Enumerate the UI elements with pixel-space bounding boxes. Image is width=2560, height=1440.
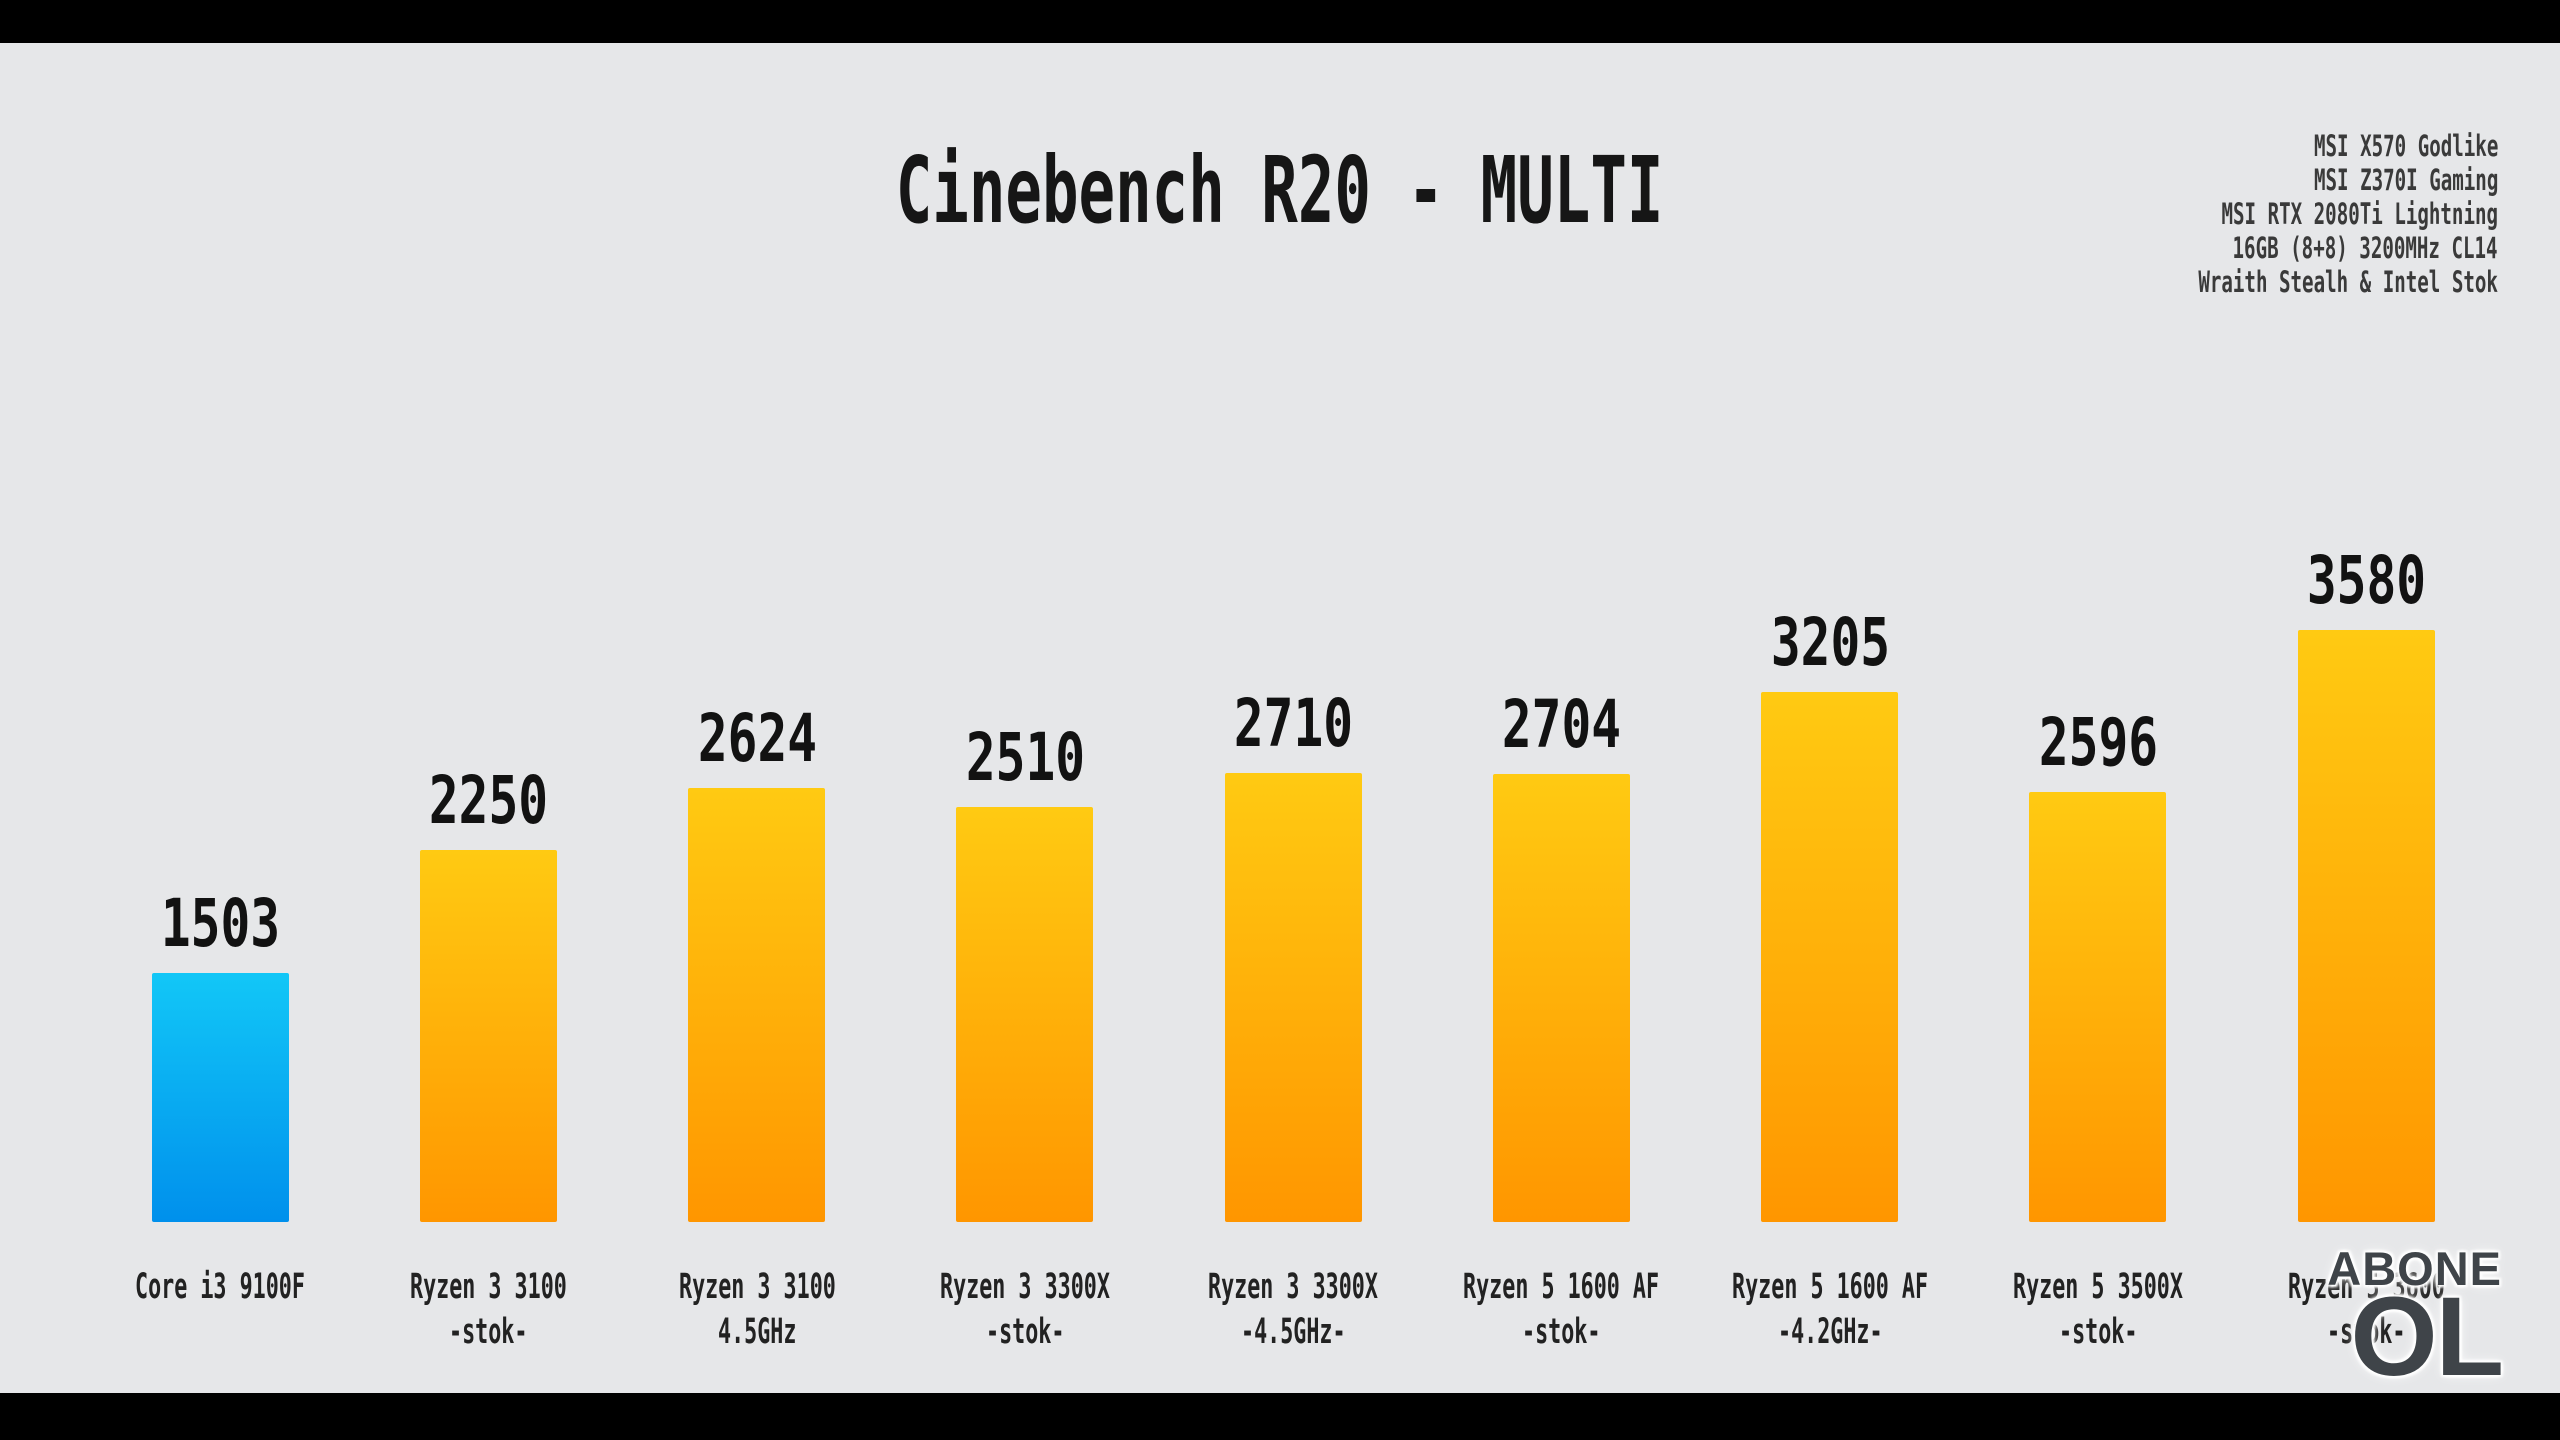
- subscribe-watermark: ABONE OL: [2327, 1242, 2504, 1399]
- chart-title: Cinebench R20 - MULTI: [0, 135, 2560, 247]
- bar-category-line2: -stok-: [2058, 1312, 2138, 1352]
- bar-category-label: Ryzen 5 1600 AF -stok-: [1391, 1265, 1731, 1355]
- bar-category-line2: -stok-: [1521, 1312, 1601, 1352]
- bar-category-line2: -stok-: [448, 1312, 528, 1352]
- letterbox-bottom: [0, 1393, 2560, 1440]
- bar-value-label: 2710: [1233, 685, 1353, 762]
- bar-category-line1: Core i3 9100F: [135, 1267, 305, 1307]
- bar-5: [1225, 773, 1362, 1222]
- bar-category-label: Ryzen 5 3600 -stok-: [2196, 1265, 2536, 1355]
- bar-category-line1: Ryzen 3 3300X: [1208, 1267, 1378, 1307]
- bar-1: [152, 973, 289, 1222]
- bar-value-label: 3205: [1770, 604, 1890, 681]
- bar-category-label: Ryzen 5 1600 AF -4.2GHz-: [1660, 1265, 2000, 1355]
- bar-category-line1: Ryzen 5 3600: [2287, 1267, 2445, 1307]
- spec-line-motherboard-amd: MSI X570 Godlike: [2313, 129, 2498, 163]
- bar-category-label: Ryzen 3 3100 -stok-: [318, 1265, 658, 1355]
- bar-9: [2298, 630, 2435, 1222]
- bar-category-label: Ryzen 3 3300X -stok-: [855, 1265, 1195, 1355]
- spec-line-gpu: MSI RTX 2080Ti Lightning: [2221, 197, 2498, 231]
- bar-value-label: 2704: [1501, 686, 1621, 763]
- subscribe-watermark-line1: ABONE: [2327, 1242, 2502, 1295]
- bar-category-line2: 4.5GHz: [717, 1312, 797, 1352]
- bar-3: [688, 788, 825, 1222]
- bar-category-line1: Ryzen 3 3100: [678, 1267, 836, 1307]
- chart-title-text: Cinebench R20 - MULTI: [896, 137, 1664, 244]
- spec-line-cooler: Wraith Stealh & Intel Stok: [2198, 265, 2498, 299]
- bar-8: [2029, 792, 2166, 1222]
- bar-4: [956, 807, 1093, 1222]
- bar-category-label: Ryzen 3 3100 4.5GHz: [587, 1265, 927, 1355]
- bar-value-label: 3580: [2306, 542, 2426, 619]
- bar-category-line2: -4.5GHz-: [1240, 1312, 1346, 1352]
- bar-7: [1761, 692, 1898, 1222]
- bar-category-label: Ryzen 3 3300X -4.5GHz-: [1123, 1265, 1463, 1355]
- bar-6: [1493, 774, 1630, 1222]
- benchmark-chart-frame: Cinebench R20 - MULTI MSI X570 Godlike M…: [0, 43, 2560, 1393]
- bar-value-label: 2510: [965, 719, 1085, 796]
- bar-chart-plot: 1503 Core i3 9100F 2250 Ryzen 3 3100 -stok- 2…: [0, 43, 2560, 1393]
- bar-category-label: Core i3 9100F: [50, 1265, 390, 1310]
- bar-category-line1: Ryzen 5 1600 AF: [1463, 1267, 1659, 1307]
- test-system-specs: MSI X570 Godlike MSI Z370I Gaming MSI RT…: [2044, 129, 2498, 299]
- bar-category-line1: Ryzen 5 1600 AF: [1732, 1267, 1928, 1307]
- bar-category-line1: Ryzen 3 3100: [409, 1267, 567, 1307]
- bar-value-label: 2596: [2038, 704, 2158, 781]
- subscribe-watermark-line2: OL: [2350, 1274, 2504, 1399]
- spec-line-motherboard-intel: MSI Z370I Gaming: [2313, 163, 2498, 197]
- bar-category-line2: -stok-: [985, 1312, 1065, 1352]
- bar-category-line2: -4.2GHz-: [1777, 1312, 1883, 1352]
- bar-value-label: 2250: [428, 762, 548, 839]
- bar-category-line1: Ryzen 3 3300X: [940, 1267, 1110, 1307]
- bar-category-line2: -stok-: [2326, 1312, 2406, 1352]
- bar-category-line1: Ryzen 5 3500X: [2013, 1267, 2183, 1307]
- bar-value-label: 2624: [697, 700, 817, 777]
- bar-value-label: 1503: [160, 885, 280, 962]
- spec-line-ram: 16GB (8+8) 3200MHz CL14: [2232, 231, 2498, 265]
- bar-category-label: Ryzen 5 3500X -stok-: [1928, 1265, 2268, 1355]
- letterbox-top: [0, 0, 2560, 43]
- bar-2: [420, 850, 557, 1222]
